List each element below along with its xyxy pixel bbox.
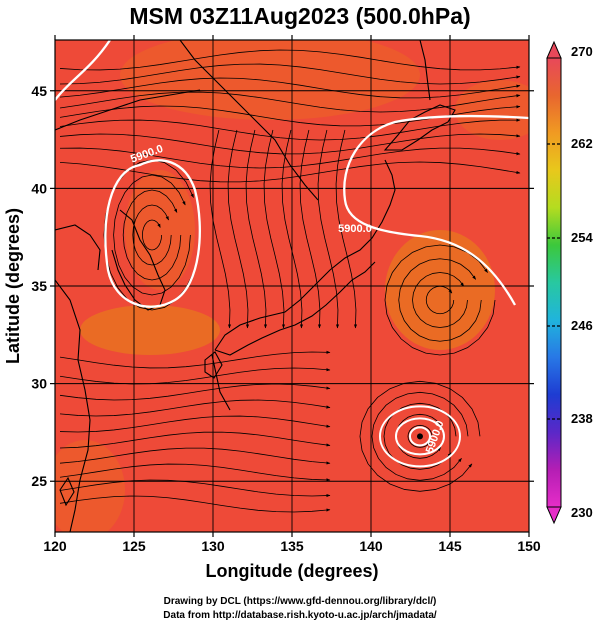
x-tick-label: 120 xyxy=(43,538,67,554)
streamline xyxy=(59,415,331,433)
streamline xyxy=(59,367,331,385)
contour-line xyxy=(343,114,529,306)
chart-title: MSM 03Z11Aug2023 (500.0hPa) xyxy=(129,3,470,29)
typhoon-eye xyxy=(416,433,423,440)
x-tick-label: 145 xyxy=(438,538,462,554)
streamline xyxy=(398,258,482,342)
coastline xyxy=(204,351,223,379)
typhoon-contour xyxy=(394,417,445,456)
colorbar-bottom-arrow xyxy=(546,506,562,525)
streamline xyxy=(59,77,521,99)
colorbar-label: 238 xyxy=(571,411,593,426)
streamline xyxy=(359,380,481,492)
streamline xyxy=(59,161,521,183)
x-axis: 120 125 130 135 140 145 150 xyxy=(43,35,541,554)
contour-line xyxy=(104,159,201,308)
warm-patch xyxy=(55,440,125,532)
colorbar-gradient xyxy=(546,57,562,508)
credit-drawing: Drawing by DCL (https://www.gfd-dennou.o… xyxy=(164,596,437,607)
colorbar-label: 230 xyxy=(571,505,593,520)
colorbar-label: 254 xyxy=(571,230,593,245)
coastline xyxy=(214,159,396,351)
x-tick-label: 140 xyxy=(359,538,383,554)
colorbar-label: 262 xyxy=(571,136,593,151)
streamline xyxy=(59,49,521,71)
streamline xyxy=(407,424,433,448)
credit-data: Data from http://database.rish.kyoto-u.a… xyxy=(163,610,437,621)
contour-line xyxy=(55,40,111,101)
streamline xyxy=(263,129,286,329)
warm-patches xyxy=(55,40,529,532)
colorbar-label: 270 xyxy=(571,44,593,59)
colorbar-label: 246 xyxy=(571,318,593,333)
streamline xyxy=(209,129,232,329)
coastline xyxy=(55,224,101,271)
y-tick-label: 40 xyxy=(31,180,47,196)
y-tick-label: 30 xyxy=(31,376,47,392)
streamline xyxy=(113,174,191,296)
streamline xyxy=(59,399,331,417)
streamline xyxy=(245,129,268,329)
x-tick-label: 130 xyxy=(201,538,225,554)
streamline xyxy=(317,129,340,329)
streamline xyxy=(59,118,521,141)
y-axis-label: Latitude (degrees) xyxy=(3,208,23,364)
coastline xyxy=(111,209,166,311)
streamline xyxy=(59,383,331,401)
streamline xyxy=(299,129,322,329)
coastline xyxy=(383,104,456,151)
typhoon-contour xyxy=(378,405,461,468)
streamline xyxy=(122,189,182,281)
streamline xyxy=(132,204,172,266)
y-tick-label: 35 xyxy=(31,278,47,294)
streamline xyxy=(59,447,331,465)
streamline xyxy=(59,63,521,85)
x-tick-label: 135 xyxy=(280,538,304,554)
warm-patch xyxy=(80,305,220,355)
coastline xyxy=(55,279,91,532)
streamline xyxy=(281,129,304,329)
streamline xyxy=(59,463,331,482)
streamline xyxy=(59,431,331,449)
coastline xyxy=(59,476,75,507)
warm-patch xyxy=(455,80,529,140)
streamline xyxy=(59,479,331,498)
contour-label: 5900.0 xyxy=(338,223,372,235)
warm-patch xyxy=(125,170,195,290)
y-axis: 25 30 35 40 45 xyxy=(31,83,534,489)
streamline xyxy=(59,91,521,113)
colorbar-top-arrow xyxy=(546,40,562,59)
colorbar: 270 262 254 246 238 230 xyxy=(546,40,593,525)
streamline xyxy=(425,285,455,315)
streamline xyxy=(59,147,521,169)
streamline xyxy=(384,244,496,356)
coastline xyxy=(179,40,319,201)
coastline xyxy=(214,261,376,356)
streamline xyxy=(59,495,331,513)
streamline xyxy=(59,350,331,369)
x-tick-label: 150 xyxy=(517,538,541,554)
y-tick-label: 25 xyxy=(31,473,47,489)
gridlines xyxy=(55,40,529,532)
streamline xyxy=(59,133,521,155)
coastlines xyxy=(55,40,456,532)
streamline xyxy=(371,391,469,481)
streamline xyxy=(412,272,468,328)
x-tick-label: 125 xyxy=(122,538,146,554)
coastline xyxy=(419,40,431,101)
streamline xyxy=(141,219,162,251)
y-tick-label: 45 xyxy=(31,83,47,99)
coastline xyxy=(211,354,231,411)
warm-patch xyxy=(385,230,495,350)
typhoon-contour xyxy=(408,426,431,447)
streamline xyxy=(227,129,250,329)
streamline xyxy=(335,129,358,329)
x-axis-label: Longitude (degrees) xyxy=(205,561,378,581)
coastline xyxy=(55,89,201,131)
